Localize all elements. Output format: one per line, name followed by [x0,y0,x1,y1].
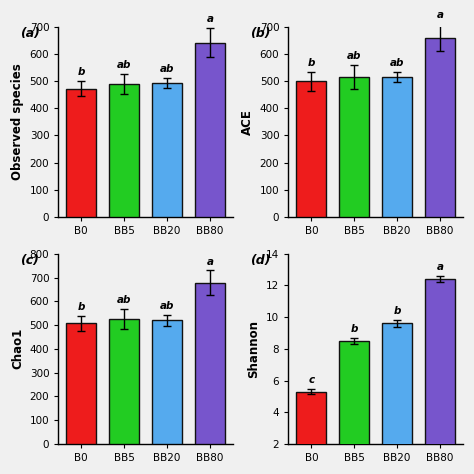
Text: ab: ab [390,58,404,68]
Text: c: c [308,375,314,385]
Text: a: a [437,10,444,20]
Text: ab: ab [160,301,174,311]
Text: b: b [78,67,85,77]
Bar [296,81,326,217]
Y-axis label: ACE: ACE [241,109,254,135]
Bar [152,320,182,444]
Y-axis label: Chao1: Chao1 [11,328,24,369]
Bar [195,283,225,444]
Text: (a): (a) [20,27,40,40]
Text: b: b [350,324,358,334]
Text: (d): (d) [250,254,271,267]
Text: b: b [308,58,315,68]
Bar [296,392,326,474]
Text: a: a [437,263,444,273]
Bar [339,77,369,217]
Text: a: a [206,14,213,24]
Bar [425,279,455,474]
Bar [109,84,139,217]
Text: ab: ab [117,60,131,70]
Bar [382,77,412,217]
Text: ab: ab [160,64,174,74]
Text: ab: ab [117,295,131,305]
Bar [339,341,369,474]
Text: b: b [393,306,401,316]
Bar [66,89,96,217]
Bar [66,323,96,444]
Text: b: b [78,302,85,312]
Bar [109,319,139,444]
Text: (b): (b) [250,27,271,40]
Bar [382,323,412,474]
Y-axis label: Shannon: Shannon [247,320,261,378]
Text: a: a [206,256,213,266]
Text: ab: ab [347,51,361,61]
Bar [195,43,225,217]
Bar [425,37,455,217]
Text: (c): (c) [20,254,39,267]
Y-axis label: Observed species: Observed species [11,64,24,180]
Bar [152,83,182,217]
